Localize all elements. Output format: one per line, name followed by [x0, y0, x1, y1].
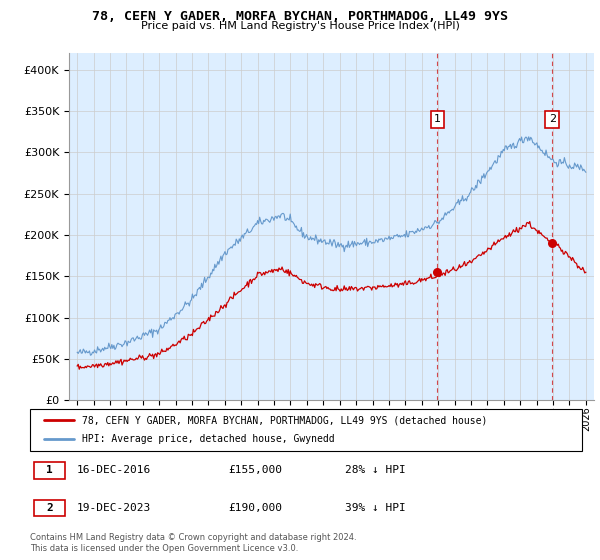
Text: 19-DEC-2023: 19-DEC-2023 [77, 503, 151, 513]
Bar [34, 462, 65, 479]
Text: 78, CEFN Y GADER, MORFA BYCHAN, PORTHMADOG, LL49 9YS (detached house): 78, CEFN Y GADER, MORFA BYCHAN, PORTHMAD… [82, 415, 488, 425]
Text: 16-DEC-2016: 16-DEC-2016 [77, 465, 151, 475]
Text: £190,000: £190,000 [229, 503, 283, 513]
Point [433, 268, 442, 277]
Bar [34, 500, 65, 516]
Point [548, 239, 557, 248]
Text: 78, CEFN Y GADER, MORFA BYCHAN, PORTHMADOG, LL49 9YS: 78, CEFN Y GADER, MORFA BYCHAN, PORTHMAD… [92, 10, 508, 23]
Text: £155,000: £155,000 [229, 465, 283, 475]
Text: HPI: Average price, detached house, Gwynedd: HPI: Average price, detached house, Gwyn… [82, 435, 335, 445]
Text: Price paid vs. HM Land Registry's House Price Index (HPI): Price paid vs. HM Land Registry's House … [140, 21, 460, 31]
Text: 1: 1 [434, 114, 441, 124]
Text: 2: 2 [46, 503, 53, 513]
Text: 1: 1 [46, 465, 53, 475]
Text: 2: 2 [549, 114, 556, 124]
Text: 39% ↓ HPI: 39% ↓ HPI [344, 503, 406, 513]
Text: 28% ↓ HPI: 28% ↓ HPI [344, 465, 406, 475]
Text: Contains HM Land Registry data © Crown copyright and database right 2024.
This d: Contains HM Land Registry data © Crown c… [30, 533, 356, 553]
